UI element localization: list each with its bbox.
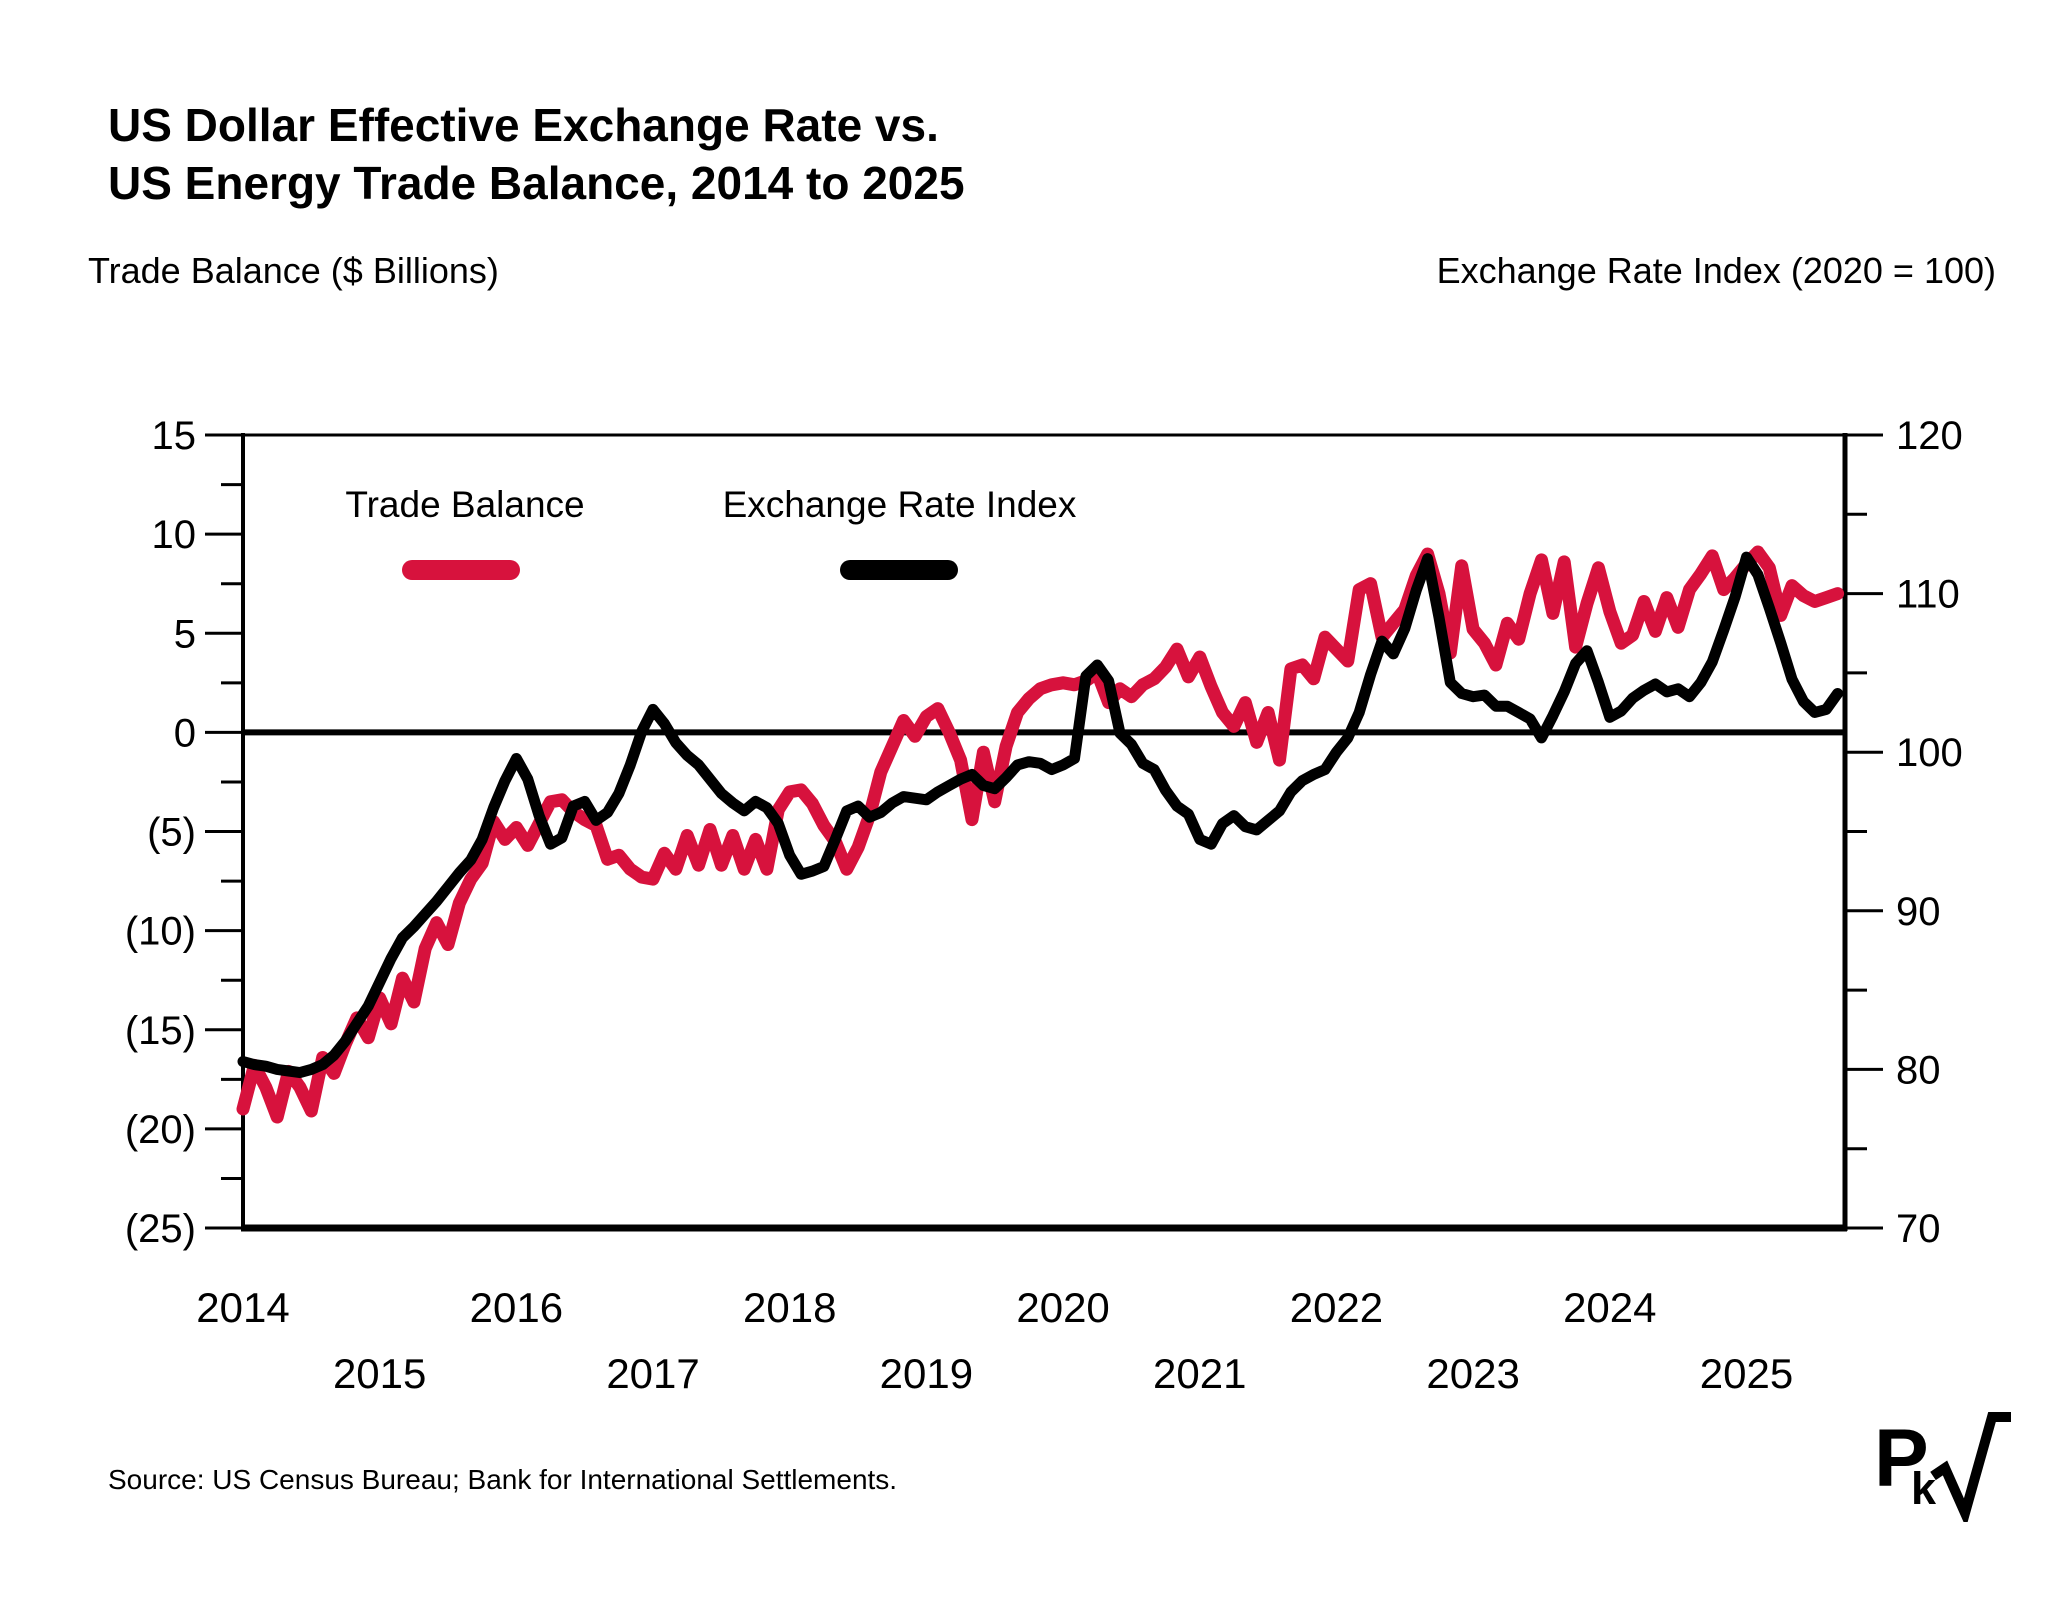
square-root-icon [1930, 1412, 2011, 1522]
legend-label-exchange-rate: Exchange Rate Index [722, 484, 1077, 525]
right-axis-tick-label: 100 [1896, 731, 1963, 775]
x-axis-year-label: 2016 [470, 1284, 563, 1331]
right-axis-tick-label: 110 [1896, 573, 1960, 617]
x-axis-year-label: 2018 [743, 1284, 836, 1331]
x-axis-year-label: 2019 [880, 1350, 973, 1397]
x-axis-year-label: 2023 [1426, 1350, 1519, 1397]
legend-swatch-trade-balance [402, 560, 520, 580]
x-axis-year-label: 2017 [606, 1350, 699, 1397]
right-axis-title: Exchange Rate Index (2020 = 100) [1436, 250, 1996, 291]
left-axis-title: Trade Balance ($ Billions) [88, 250, 499, 291]
exchange-rate-index-line [237, 551, 1844, 1079]
source-note: Source: US Census Bureau; Bank for Inter… [108, 1464, 898, 1495]
right-axis-tick-label: 90 [1896, 890, 1941, 934]
right-axis-tick-label: 120 [1896, 414, 1963, 458]
x-axis-year-label: 2022 [1290, 1284, 1383, 1331]
x-axis-year-label: 2024 [1563, 1284, 1656, 1331]
chart-title: US Dollar Effective Exchange Rate vs. US… [108, 99, 965, 209]
x-axis-year-label: 2020 [1016, 1284, 1109, 1331]
legend-swatch-exchange-rate [840, 560, 958, 580]
left-axis-tick-label: 15 [152, 414, 197, 458]
pkv-logo: P k [1874, 1412, 2014, 1533]
left-axis-tick-label: (20) [125, 1108, 196, 1152]
trade-balance-line [236, 545, 1845, 1124]
x-axis-year-label: 2015 [333, 1350, 426, 1397]
left-axis-tick-label: 0 [174, 711, 196, 755]
left-axis-tick-label: 10 [152, 513, 197, 557]
left-axis-tick-label: (15) [125, 1009, 196, 1053]
left-axis-tick-label: (10) [125, 910, 196, 954]
x-axis-year-label: 2021 [1153, 1350, 1246, 1397]
left-axis-tick-label: 5 [174, 612, 196, 656]
right-axis-tick-label: 70 [1896, 1207, 1941, 1251]
logo-letter-p: P [1874, 1413, 1929, 1504]
x-axis-year-label: 2014 [196, 1284, 289, 1331]
left-axis-tick-label: (5) [147, 811, 196, 855]
right-axis-tick-label: 80 [1896, 1048, 1941, 1092]
left-axis-tick-label: (25) [125, 1207, 196, 1251]
legend-label-trade-balance: Trade Balance [345, 484, 585, 525]
x-axis-year-label: 2025 [1700, 1350, 1793, 1397]
